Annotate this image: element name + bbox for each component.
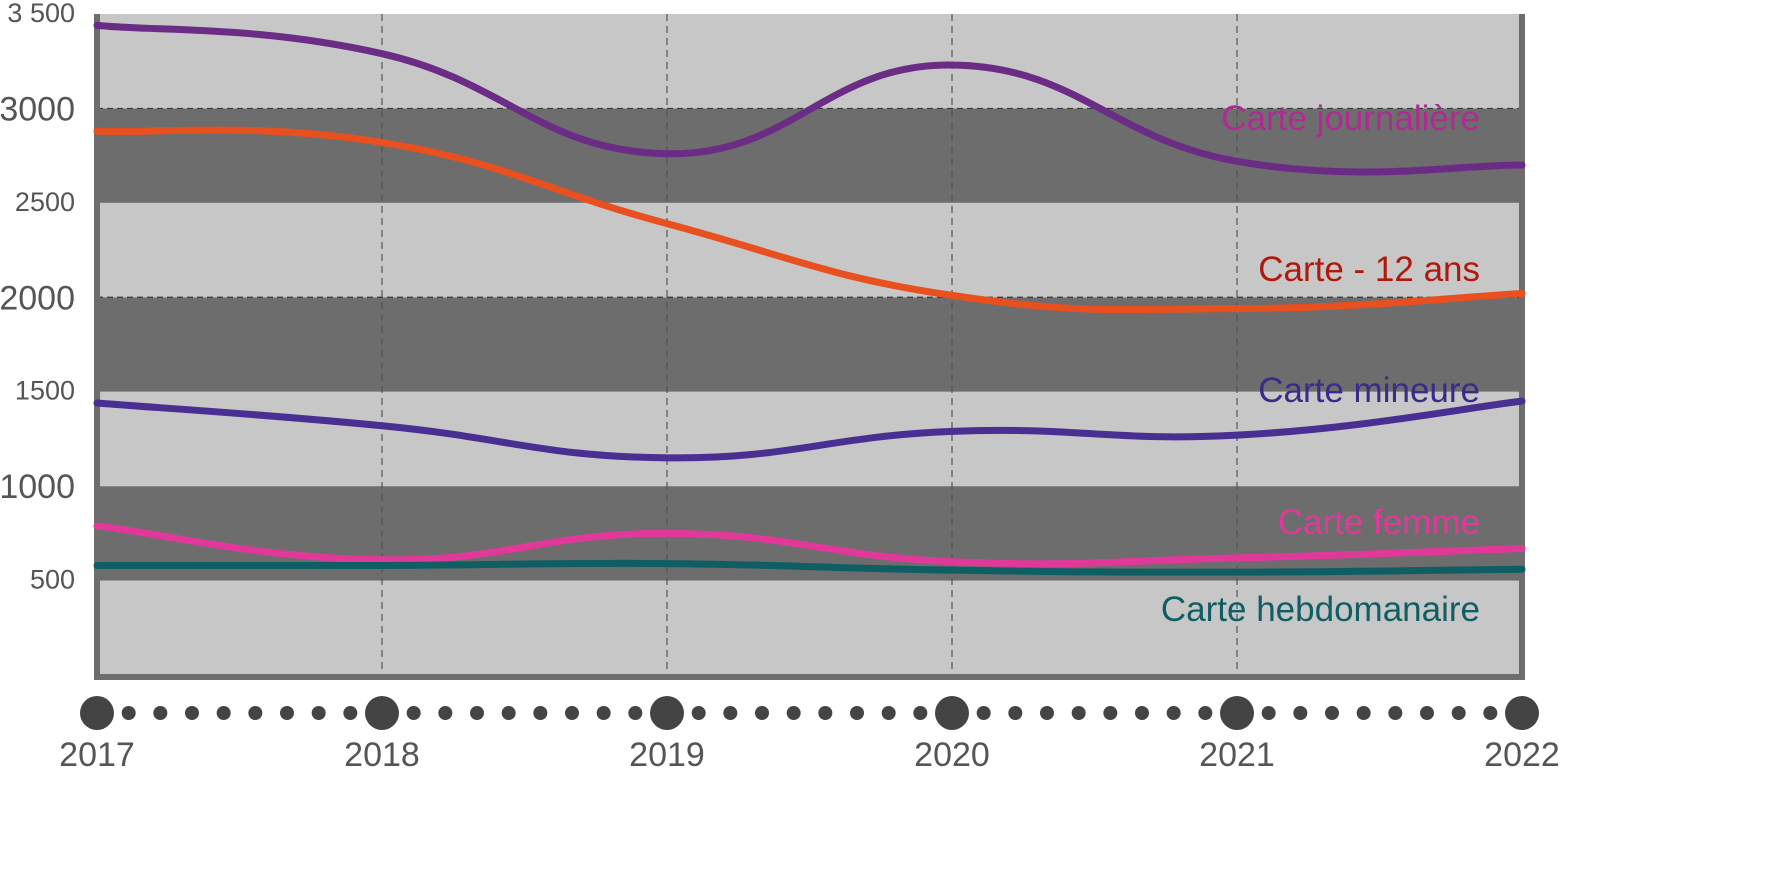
series-line-mineure [93, 397, 1526, 462]
background-bands [97, 14, 1522, 675]
y-tick-label-3000: 3000 [0, 90, 75, 128]
timeline-small-dot [121, 706, 136, 720]
timeline-small-dot [1198, 706, 1213, 720]
timeline-small-dot [850, 706, 864, 720]
timeline-small-dot [755, 706, 769, 720]
band-2000-2500 [97, 202, 1522, 298]
timeline-small-dot [470, 706, 484, 720]
timeline-small-dot [1135, 706, 1149, 720]
timeline-small-dot [1451, 706, 1466, 720]
series-label-mineure: Carte mineure [1258, 371, 1480, 410]
band-1500-2000 [97, 297, 1522, 392]
x-tick-label-2022: 2022 [1484, 736, 1560, 774]
timeline-dot-2021 [1220, 696, 1254, 730]
timeline-small-dot [628, 706, 643, 720]
timeline-dot-2017 [80, 696, 114, 730]
y-tick-label-500: 500 [30, 565, 75, 595]
x-tick-label-2018: 2018 [344, 736, 420, 774]
y-tick-label-1500: 1500 [15, 376, 75, 406]
band-1000-1500 [97, 391, 1522, 487]
timeline-small-dot [565, 706, 579, 720]
timeline-small-dot [1261, 706, 1276, 720]
timeline-small-dot [153, 706, 168, 720]
timeline-small-dot [1071, 706, 1086, 720]
timeline-small-dot [1040, 706, 1054, 720]
timeline-dot-2018 [365, 696, 399, 730]
timeline-small-dot [1420, 706, 1434, 720]
timeline-small-dot [501, 706, 516, 720]
x-tick-label-2021: 2021 [1199, 736, 1275, 774]
series-label-hebdomanaire: Carte hebdomanaire [1161, 590, 1480, 629]
timeline-small-dot [1008, 706, 1023, 720]
timeline-small-dot [1103, 706, 1118, 720]
timeline-small-dot [818, 706, 833, 720]
series-line-journaliere [93, 21, 1526, 176]
timeline-small-dot [216, 706, 231, 720]
timeline-small-dot [1293, 706, 1308, 720]
series-label-journaliere: Carte journalière [1221, 99, 1480, 138]
timeline-small-dot [438, 706, 453, 720]
timeline-small-dot [343, 706, 358, 720]
timeline-small-dot [280, 706, 294, 720]
timeline-small-dot [406, 706, 421, 720]
timeline-dot-2019 [650, 696, 684, 730]
timeline-small-dot [1483, 706, 1498, 720]
timeline-small-dot [786, 706, 801, 720]
series-labels: Carte journalière Carte - 12 ans Carte min… [1161, 99, 1480, 629]
timeline-small-dot [913, 706, 928, 720]
timeline-small-dot [976, 706, 991, 720]
band-2500-3000 [97, 108, 1522, 203]
timeline-small-dot [596, 706, 611, 720]
y-tick-label-3500: 3 500 [7, 0, 75, 28]
timeline-small-dot [723, 706, 738, 720]
vertical-gridlines [381, 14, 1238, 675]
x-tick-label-2019: 2019 [629, 736, 705, 774]
series-line-hebdomanaire [93, 559, 1526, 576]
y-tick-label-1000: 1000 [0, 468, 75, 506]
timeline-small-dot [881, 706, 896, 720]
timeline-small-dot [1325, 706, 1339, 720]
band-3000-3500 [97, 14, 1522, 109]
series-label-femme: Carte femme [1278, 503, 1480, 542]
x-axis-tick-labels: 2017 2018 2019 2020 2021 2022 [59, 736, 1560, 774]
timeline-small-dot [248, 706, 263, 720]
timeline-dot-2020 [935, 696, 969, 730]
series-label-moins-12-ans: Carte - 12 ans [1258, 250, 1480, 289]
timeline-small-dot [311, 706, 326, 720]
timeline-small-dot [533, 706, 548, 720]
timeline-dot-2022 [1505, 696, 1539, 730]
timeline-small-dot [691, 706, 706, 720]
x-tick-label-2020: 2020 [914, 736, 990, 774]
series-line-moins-12-ans [93, 126, 1526, 314]
series-line-femme [93, 522, 1526, 568]
timeline-small-dot [1166, 706, 1181, 720]
y-axis-tick-labels: 3 500 3000 2500 2000 1500 1000 500 [0, 0, 75, 595]
y-tick-label-2500: 2500 [15, 187, 75, 217]
timeline-small-dot [185, 706, 199, 720]
timeline-small-dot [1356, 706, 1371, 720]
x-tick-label-2017: 2017 [59, 736, 135, 774]
series-lines [93, 21, 1526, 576]
timeline-dots [80, 696, 1539, 730]
y-tick-label-2000: 2000 [0, 279, 75, 317]
band-0-500 [97, 580, 1522, 675]
timeline-small-dot [1388, 706, 1403, 720]
